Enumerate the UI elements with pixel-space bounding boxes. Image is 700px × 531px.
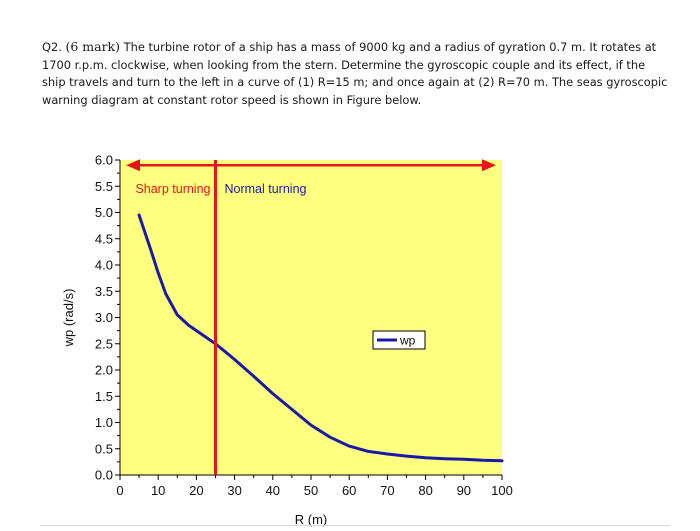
y-tick-label: 0.5 [95, 441, 113, 456]
x-tick-label: 60 [342, 483, 356, 498]
x-tick-label: 20 [189, 483, 203, 498]
x-tick-label: 100 [491, 483, 513, 498]
y-tick-label: 5.0 [95, 205, 113, 220]
question-marks: (6 mark) [65, 39, 121, 54]
legend-label: wp [399, 334, 416, 348]
arrowhead-right [482, 159, 496, 172]
question-number: Q2. [42, 40, 62, 54]
sharp-turning-label: Sharp turning [135, 182, 210, 196]
x-tick-label: 40 [266, 483, 280, 498]
y-tick-label: 2.5 [95, 336, 113, 351]
page-divider [40, 525, 670, 526]
y-tick-label: 3.5 [95, 284, 113, 299]
y-tick-label: 2.0 [95, 363, 113, 378]
x-axis-label: R (m) [295, 512, 328, 527]
y-tick-label: 5.5 [95, 179, 113, 194]
x-tick-label: 50 [304, 483, 318, 498]
question-text: Q2. (6 mark) The turbine rotor of a ship… [42, 38, 668, 109]
y-tick-label: 1.0 [95, 415, 113, 430]
y-axis-label: wp (rad/s) [61, 289, 76, 348]
series-line-wp [137, 213, 504, 463]
x-tick-label: 90 [457, 483, 471, 498]
question-body: The turbine rotor of a ship has a mass o… [42, 40, 668, 107]
x-tick-label: 10 [151, 483, 165, 498]
y-tick-label: 0.0 [95, 468, 113, 483]
legend-box [372, 330, 426, 350]
y-tick-label: 1.5 [95, 389, 113, 404]
x-tick-label: 80 [418, 483, 432, 498]
x-tick-label: 0 [116, 483, 123, 498]
y-tick-label: 3.0 [95, 310, 113, 325]
plot-background [120, 160, 502, 475]
x-tick-label: 70 [380, 483, 394, 498]
x-tick-label: 30 [227, 483, 241, 498]
arrowhead-left [126, 159, 140, 172]
y-tick-label: 4.0 [95, 258, 113, 273]
y-tick-label: 4.5 [95, 231, 113, 246]
y-tick-label: 6.0 [95, 153, 113, 168]
normal-turning-label: Normal turning [225, 182, 307, 196]
